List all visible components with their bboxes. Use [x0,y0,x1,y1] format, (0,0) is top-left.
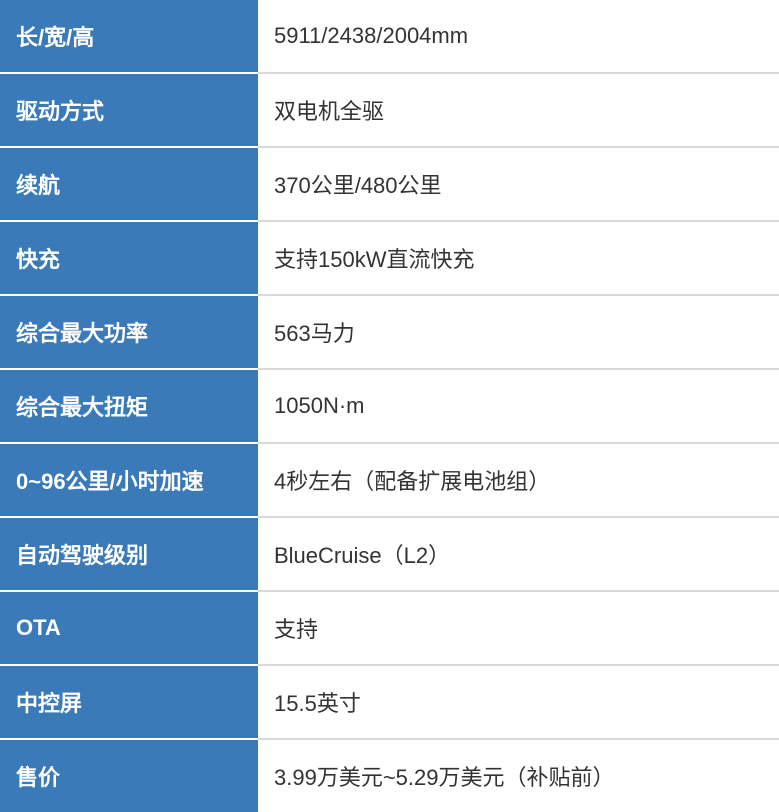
spec-label-price: 售价 [0,739,258,812]
spec-value-ota: 支持 [258,591,779,665]
table-row: 综合最大功率 563马力 [0,295,779,369]
table-row: 驱动方式 双电机全驱 [0,73,779,147]
spec-value-power: 563马力 [258,295,779,369]
spec-value-screen: 15.5英寸 [258,665,779,739]
spec-label-drive: 驱动方式 [0,73,258,147]
table-row: OTA 支持 [0,591,779,665]
table-row: 售价 3.99万美元~5.29万美元（补贴前） [0,739,779,812]
spec-value-torque: 1050N·m [258,369,779,443]
spec-label-autopilot: 自动驾驶级别 [0,517,258,591]
spec-value-autopilot: BlueCruise（L2） [258,517,779,591]
spec-label-ota: OTA [0,591,258,665]
table-row: 自动驾驶级别 BlueCruise（L2） [0,517,779,591]
table-row: 续航 370公里/480公里 [0,147,779,221]
spec-value-drive: 双电机全驱 [258,73,779,147]
spec-label-charging: 快充 [0,221,258,295]
spec-label-screen: 中控屏 [0,665,258,739]
table-row: 长/宽/高 5911/2438/2004mm [0,0,779,73]
spec-value-range: 370公里/480公里 [258,147,779,221]
spec-value-dimensions: 5911/2438/2004mm [258,0,779,73]
table-row: 0~96公里/小时加速 4秒左右（配备扩展电池组） [0,443,779,517]
spec-label-range: 续航 [0,147,258,221]
table-row: 快充 支持150kW直流快充 [0,221,779,295]
spec-label-torque: 综合最大扭矩 [0,369,258,443]
spec-value-price: 3.99万美元~5.29万美元（补贴前） [258,739,779,812]
spec-value-acceleration: 4秒左右（配备扩展电池组） [258,443,779,517]
spec-label-acceleration: 0~96公里/小时加速 [0,443,258,517]
table-row: 中控屏 15.5英寸 [0,665,779,739]
table-row: 综合最大扭矩 1050N·m [0,369,779,443]
spec-table: 长/宽/高 5911/2438/2004mm 驱动方式 双电机全驱 续航 370… [0,0,779,812]
spec-label-power: 综合最大功率 [0,295,258,369]
spec-value-charging: 支持150kW直流快充 [258,221,779,295]
spec-label-dimensions: 长/宽/高 [0,0,258,73]
